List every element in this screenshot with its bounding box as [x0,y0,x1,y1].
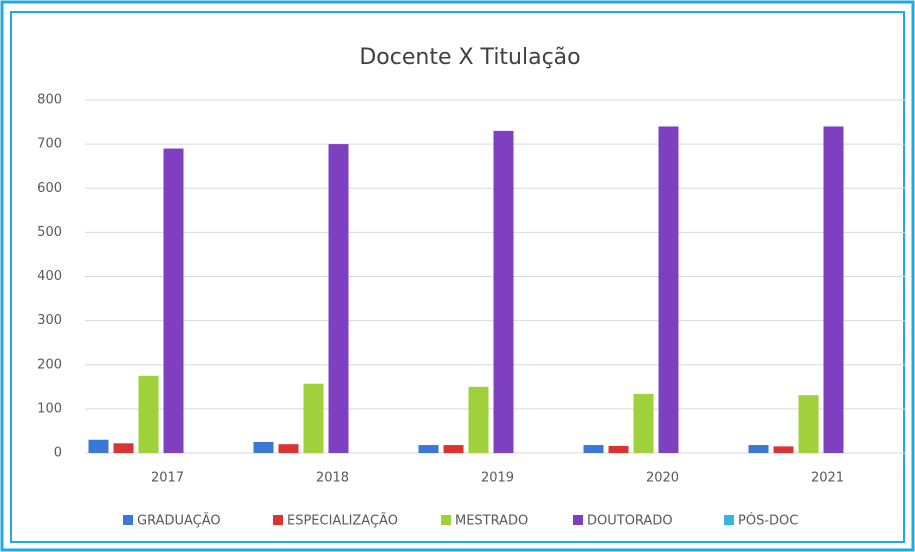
y-tick-label: 400 [37,269,62,284]
bar [443,445,464,453]
legend-label: ESPECIALIZAÇÃO [287,513,398,529]
x-tick-label: 2020 [646,471,679,486]
bar [658,126,679,453]
legend-label: DOUTORADO [587,514,673,529]
legend-label: GRADUAÇÃO [137,513,221,529]
legend-swatch [724,515,734,525]
legend-swatch [573,515,583,525]
bar [583,445,604,453]
bar [278,444,299,453]
bar [773,446,794,453]
y-tick-label: 800 [37,93,62,108]
x-tick-label: 2021 [811,471,844,486]
bar [113,443,134,453]
bar [418,445,439,453]
bar [328,144,349,453]
legend-swatch [273,515,283,525]
bar [608,445,629,453]
legend-label: MESTRADO [455,514,528,529]
y-tick-label: 100 [37,401,62,416]
bar [798,395,819,453]
bar [748,445,769,453]
y-tick-label: 600 [37,181,62,196]
bar [253,441,274,453]
legend-label: PÓS-DOC [738,513,798,529]
bar [303,383,324,453]
bar [633,393,654,453]
bar [493,130,514,453]
legend-swatch [441,515,451,525]
y-tick-label: 500 [37,225,62,240]
x-tick-label: 2017 [151,471,184,486]
bar [468,386,489,453]
chart-title: Docente X Titulação [359,45,580,70]
y-tick-label: 0 [54,446,62,461]
y-tick-label: 700 [37,137,62,152]
legend-swatch [123,515,133,525]
y-tick-label: 300 [37,313,62,328]
x-tick-label: 2018 [316,471,349,486]
bar [163,148,184,453]
bar [138,375,159,453]
y-tick-label: 200 [37,357,62,372]
x-tick-label: 2019 [481,471,514,486]
bar [88,439,109,453]
bar [823,126,844,453]
